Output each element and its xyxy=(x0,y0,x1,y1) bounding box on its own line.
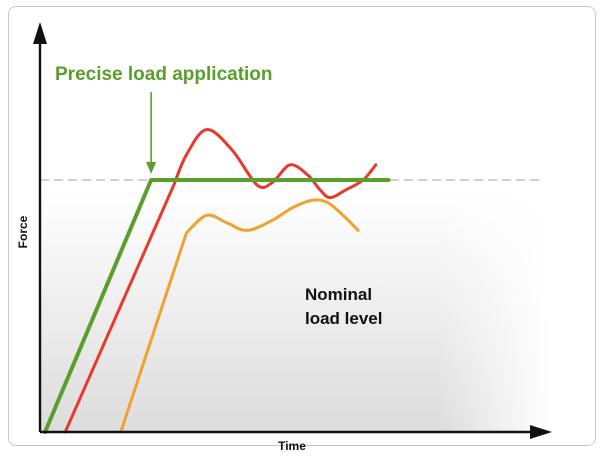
annotation-nominal-line2: load level xyxy=(305,309,382,328)
series-line-green xyxy=(43,178,391,434)
x-axis-label: Time xyxy=(278,439,306,453)
annotation-arrow-head xyxy=(146,162,157,174)
y-axis-label: Force xyxy=(16,215,30,248)
plot-shading-fade xyxy=(40,190,550,432)
x-axis-arrowhead xyxy=(530,425,552,439)
annotation-precise-load: Precise load application xyxy=(55,64,273,85)
annotation-nominal-line1: Nominal xyxy=(305,285,372,304)
y-axis-arrowhead xyxy=(33,22,47,44)
series-line-orange xyxy=(119,198,360,434)
series-line-red xyxy=(63,128,378,434)
chart-marks xyxy=(33,22,552,439)
